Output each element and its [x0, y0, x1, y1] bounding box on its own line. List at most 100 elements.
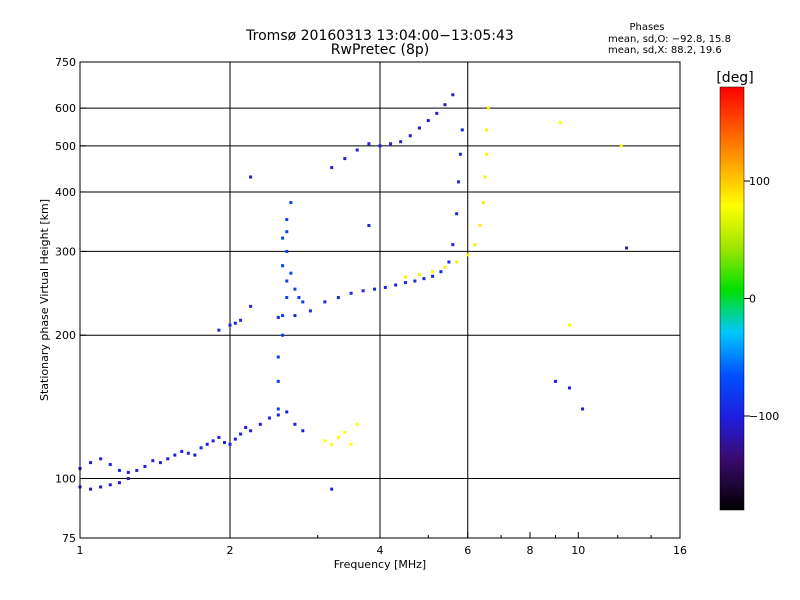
data-point	[323, 300, 327, 304]
data-point	[281, 333, 285, 337]
grid-lines	[80, 62, 680, 538]
data-point	[336, 296, 340, 300]
y-tick-label: 200	[55, 329, 76, 342]
data-point	[276, 355, 280, 359]
axis-ticks: 1 2 4 6 8 10 16 75 100 200 300 400 500 600 750	[55, 56, 687, 557]
data-point	[117, 468, 121, 472]
y-tick-label: 300	[55, 245, 76, 258]
data-point	[258, 422, 262, 426]
data-point	[233, 437, 237, 441]
x-tick-label: 4	[377, 544, 384, 557]
data-point	[99, 457, 103, 461]
colorbar-ticks: 100 0 −100	[744, 175, 779, 423]
data-point	[233, 321, 237, 325]
data-point	[581, 407, 585, 411]
data-point	[180, 449, 184, 453]
data-point	[330, 442, 334, 446]
data-point	[619, 144, 623, 148]
y-tick-label: 75	[62, 532, 76, 545]
data-point	[289, 271, 293, 275]
data-point	[367, 224, 371, 228]
phases-o-stats: mean, sd,O: −92.8, 15.8	[608, 34, 731, 45]
data-point	[343, 157, 347, 161]
data-point	[478, 224, 482, 228]
data-points	[78, 93, 629, 491]
data-point	[451, 243, 455, 247]
data-point	[330, 487, 334, 491]
y-tick-label: 750	[55, 56, 76, 69]
data-point	[413, 279, 417, 283]
data-point	[431, 270, 435, 274]
data-point	[289, 201, 293, 205]
data-point	[389, 142, 393, 146]
chart-title: Tromsø 20160313 13:04:00−13:05:43	[245, 28, 514, 44]
data-point	[485, 152, 489, 156]
data-point	[336, 435, 340, 439]
data-point	[417, 273, 421, 277]
data-point	[349, 291, 353, 295]
data-point	[403, 275, 407, 279]
phases-x-stats: mean, sd,X: 88.2, 19.6	[608, 45, 722, 56]
data-point	[301, 300, 305, 304]
data-point	[378, 144, 382, 148]
data-point	[625, 246, 629, 250]
x-axis-label: Frequency [MHz]	[334, 558, 426, 571]
data-point	[228, 323, 232, 327]
x-tick-label: 10	[571, 544, 585, 557]
data-point	[199, 446, 203, 450]
data-point	[553, 379, 557, 383]
data-point	[355, 148, 359, 152]
data-point	[431, 274, 435, 278]
data-point	[355, 422, 359, 426]
data-point	[205, 442, 209, 446]
x-tick-label: 16	[673, 544, 687, 557]
data-point	[567, 386, 571, 390]
data-point	[422, 277, 426, 281]
data-point	[481, 201, 485, 205]
data-point	[349, 442, 353, 446]
data-point	[383, 285, 387, 289]
data-point	[89, 461, 93, 465]
data-point	[460, 128, 464, 132]
data-point	[361, 289, 365, 293]
data-point	[455, 212, 459, 216]
data-point	[143, 464, 147, 468]
data-point	[426, 119, 430, 123]
data-point	[285, 218, 289, 222]
y-tick-label: 600	[55, 102, 76, 115]
colorbar-tick-label: 0	[749, 293, 756, 306]
x-tick-label: 8	[527, 544, 534, 557]
data-point	[126, 477, 130, 481]
data-point	[293, 422, 297, 426]
data-point	[439, 270, 443, 274]
data-point	[394, 283, 398, 287]
data-point	[223, 441, 227, 445]
x-tick-label: 2	[227, 544, 234, 557]
data-point	[285, 410, 289, 414]
data-point	[193, 453, 197, 457]
data-point	[301, 429, 305, 433]
data-point	[417, 126, 421, 130]
colorbar-label: [deg]	[716, 70, 753, 86]
data-point	[457, 180, 461, 184]
data-point	[486, 106, 490, 110]
data-point	[373, 287, 377, 291]
data-point	[276, 413, 280, 417]
data-point	[249, 429, 253, 433]
data-point	[343, 430, 347, 434]
data-point	[249, 304, 253, 308]
data-point	[308, 309, 312, 313]
data-point	[281, 314, 285, 318]
data-point	[276, 379, 280, 383]
data-point	[285, 230, 289, 234]
data-point	[367, 142, 371, 146]
data-point	[558, 120, 562, 124]
data-point	[285, 249, 289, 253]
data-point	[293, 287, 297, 291]
colorbar-tick-label: −100	[749, 410, 779, 423]
data-point	[485, 128, 489, 132]
data-point	[211, 439, 215, 443]
data-point	[285, 279, 289, 283]
data-point	[249, 175, 253, 179]
